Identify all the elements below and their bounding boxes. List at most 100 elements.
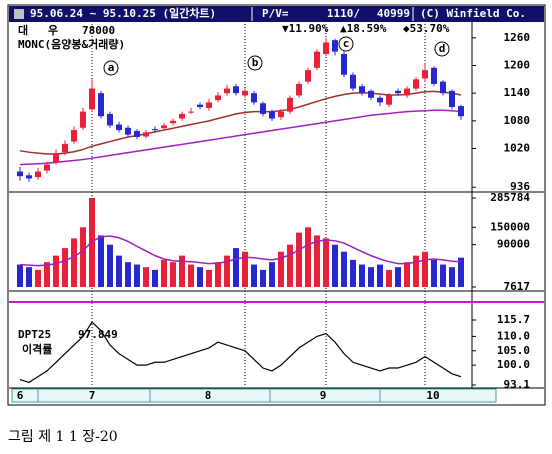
pv-price: 1110/ xyxy=(327,7,360,20)
volume-bar xyxy=(332,244,338,287)
volume-bar xyxy=(134,264,140,287)
y-tick-label: 1200 xyxy=(504,59,531,72)
candle-body xyxy=(89,88,95,110)
y-tick-label: 150000 xyxy=(490,220,530,233)
volume-bar xyxy=(314,235,320,287)
volume-bar xyxy=(179,255,185,287)
candle-body xyxy=(440,81,446,94)
y-tick-label: 90000 xyxy=(497,238,530,251)
candle-body xyxy=(116,124,122,131)
moving-average xyxy=(19,90,462,155)
frame xyxy=(7,4,546,406)
candle-body xyxy=(413,79,419,89)
volume-bar xyxy=(395,267,401,287)
volume-bar xyxy=(278,251,284,287)
y-tick-label: 93.1 xyxy=(504,378,531,391)
marker-circle xyxy=(338,36,354,52)
indicator-label: DPT25 xyxy=(18,328,51,341)
y-tick-label: 936 xyxy=(510,180,530,193)
month-label: 8 xyxy=(205,389,212,402)
y-tick-label: 7617 xyxy=(504,280,531,293)
volume-bar xyxy=(233,248,239,287)
candle-body xyxy=(422,70,428,79)
month-label: 7 xyxy=(89,389,96,402)
volume-bar xyxy=(242,251,248,287)
candle-body xyxy=(332,40,338,52)
candle-body xyxy=(251,93,257,103)
volume-bar xyxy=(260,269,266,287)
candle-body xyxy=(53,153,59,163)
y-tick-label: 1260 xyxy=(504,31,531,44)
volume-bar xyxy=(98,235,104,287)
volume-bar xyxy=(422,251,428,287)
volume-bar xyxy=(215,262,221,287)
candle-body xyxy=(17,171,23,177)
annotation: ◆53.70% xyxy=(403,22,450,35)
marker-label: d xyxy=(439,42,446,55)
month-label: 6 xyxy=(17,389,24,402)
volume-bar xyxy=(152,269,158,287)
candle-body xyxy=(359,86,365,94)
candle-body xyxy=(278,111,284,118)
candle-body xyxy=(188,111,194,113)
candle-body xyxy=(386,95,392,105)
candle-body xyxy=(341,53,347,75)
volume-bar xyxy=(44,262,50,287)
candle-body xyxy=(152,129,158,131)
price-label: 78000 xyxy=(82,24,115,37)
candle-body xyxy=(314,51,320,68)
candle-body xyxy=(269,111,275,119)
candle-body xyxy=(395,90,401,94)
header-icon xyxy=(14,9,24,19)
volume-bar xyxy=(377,264,383,287)
y-tick-label: 1020 xyxy=(504,142,531,155)
volume-bar xyxy=(188,264,194,287)
candle-body xyxy=(44,164,50,171)
marker-circle xyxy=(434,41,450,57)
indicator-title: 이격률 xyxy=(22,342,52,356)
candle-body xyxy=(350,74,356,89)
volume-bar xyxy=(197,267,203,287)
candle-body xyxy=(197,104,203,107)
candle-body xyxy=(323,42,329,54)
candle-body xyxy=(368,90,374,98)
candle-body xyxy=(431,67,437,84)
volume-bar xyxy=(251,264,257,287)
candle-body xyxy=(206,102,212,108)
volume-bar xyxy=(305,227,311,287)
volume-bar xyxy=(62,248,68,287)
indicator-line xyxy=(19,321,462,384)
volume-bar xyxy=(458,257,464,287)
candle-body xyxy=(215,95,221,101)
annotation: ▼11.90% xyxy=(282,22,329,35)
y-tick-label: 1140 xyxy=(504,86,531,99)
copyright: (C) Winfield Co. xyxy=(420,7,526,20)
y-tick-label: 105.0 xyxy=(497,344,530,357)
candle-body xyxy=(107,113,113,126)
month-label: 9 xyxy=(320,389,327,402)
y-tick-label: 115.7 xyxy=(497,313,530,326)
candle-body xyxy=(449,90,455,107)
marker-label: b xyxy=(252,56,259,69)
period: 95.06.24 ~ 95.10.25 (일간차트) xyxy=(30,6,216,20)
candle-body xyxy=(242,90,248,96)
volume-bar xyxy=(161,259,167,287)
marker-label: c xyxy=(343,37,350,50)
markers xyxy=(103,36,450,76)
volume-bar xyxy=(71,238,77,287)
candle-body xyxy=(404,88,410,96)
volume-bar xyxy=(431,259,437,287)
stock-name: 대 우 xyxy=(18,23,58,37)
volume-bar xyxy=(116,255,122,287)
candle-body xyxy=(296,83,302,96)
volume-bar xyxy=(17,264,23,287)
volume-bar xyxy=(269,262,275,287)
volume-bar xyxy=(170,262,176,287)
candle-body xyxy=(98,93,104,117)
volume-bar xyxy=(53,255,59,287)
candle-body xyxy=(80,111,86,128)
pv-volume: 40999 xyxy=(377,7,410,20)
candle-body xyxy=(179,113,185,119)
